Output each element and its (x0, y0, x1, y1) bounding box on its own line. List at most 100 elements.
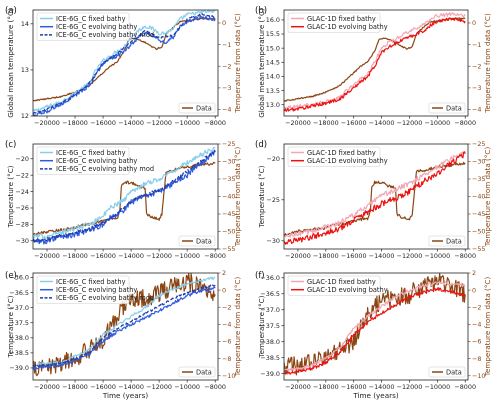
legend-label: GLAC-1D fixed bathy (307, 278, 376, 286)
y-tick-label: −38.0 (260, 338, 280, 346)
y2-axis-label: Temperature from data (°C) (233, 277, 242, 378)
y2-tick-label: −10 (222, 372, 236, 380)
y2-tick-label: −35 (472, 175, 486, 183)
x-tick-label: −16000 (341, 252, 367, 260)
x-tick-label: −12000 (397, 383, 423, 391)
series-line-ice-6g-c-fixed-bathy (33, 146, 216, 240)
y-tick-label: −36.0 (9, 274, 29, 282)
series-group (284, 151, 466, 245)
legend-label-data: Data (446, 368, 462, 376)
y2-tick-label: −2 (472, 62, 481, 70)
y2-axis-label: Temperature from data (°C) (483, 147, 492, 248)
series-line-ice-6g-c-evolving-bathy (33, 15, 216, 116)
x-tick-label: −16000 (90, 119, 116, 127)
y-tick-label: −39.0 (9, 364, 29, 372)
x-tick-label: −8000 (204, 252, 226, 260)
legend-label: GLAC-1D fixed bathy (307, 15, 376, 23)
y2-tick-label: −50 (222, 228, 236, 236)
y2-tick-label: −4 (472, 321, 481, 329)
y-tick-label: 16.0 (266, 16, 280, 24)
axes-frame (32, 9, 219, 117)
y-tick-label: −37.0 (260, 306, 280, 314)
x-tick-label: −18000 (313, 383, 339, 391)
series-line-glac-1d-evolving-bathy (284, 287, 466, 375)
legend-label: ICE-6G_C evolving bathy mod (56, 31, 154, 39)
y-tick-label: −20 (267, 155, 281, 163)
series-line-data (284, 161, 466, 236)
y-tick-label: 14 (21, 20, 29, 28)
x-tick-label: −10000 (424, 383, 450, 391)
y2-tick-label: −4 (222, 321, 231, 329)
y2-tick-label: 0 (472, 286, 476, 294)
y2-tick-label: −40 (222, 193, 236, 201)
panel-e: (e)−20000 −18000 −16000 −14000 −12000 −10000−… (5, 269, 242, 400)
y2-tick-label: −55 (222, 245, 236, 253)
y2-axis-label: Temperature from data (°C) (233, 13, 242, 114)
y-tick-label: −38.5 (260, 354, 280, 362)
panel-c: (c)−20000 −18000 −16000 −14000 −12000 −10000−… (5, 140, 242, 260)
legend-label: GLAC-1D evolving bathy (307, 286, 388, 294)
y2-tick-label: 2 (222, 269, 226, 277)
y2-tick-label: −2 (222, 62, 231, 70)
legend-box (36, 146, 130, 175)
y-tick-label: −37.5 (260, 322, 280, 330)
legend-label: GLAC-1D fixed bathy (307, 149, 376, 157)
panel-f: (f)−20000 −18000 −16000 −14000 −12000 −10000−… (255, 269, 492, 400)
series-line-glac-1d-fixed-bathy (284, 12, 466, 110)
series-line-ice-6g-c-evolving-bathy-mod (33, 13, 216, 114)
panel-letter: (d) (255, 140, 267, 150)
series-line-data (33, 161, 216, 235)
y2-tick-label: 2 (472, 269, 476, 277)
y-tick-label: −38.0 (9, 334, 29, 342)
legend-label-data: Data (196, 237, 212, 245)
legend-label-data: Data (446, 237, 462, 245)
y2-tick-label: −25 (222, 140, 236, 148)
x-tick-label: −20000 (34, 119, 60, 127)
panel-letter: (a) (5, 6, 17, 16)
series-line-ice-6g-c-evolving-bathy-mod (33, 150, 216, 243)
x-axis-label: Time (years) (102, 391, 148, 400)
y-axis-label: Temperature (°C) (6, 165, 15, 228)
y-axis-label: Temperature (°C) (6, 295, 15, 358)
y-tick-label: 13 (21, 66, 29, 74)
y-tick-label: −25 (267, 196, 281, 204)
legend-label: ICE-6G_C evolving bathy (56, 286, 137, 294)
x-tick-label: −10000 (174, 383, 200, 391)
series-group (284, 12, 466, 112)
y2-tick-label: −2 (222, 303, 231, 311)
y-tick-label: −30 (16, 237, 30, 245)
legend-box (287, 12, 381, 33)
y2-tick-label: −4 (222, 106, 231, 114)
x-tick-label: −10000 (174, 252, 200, 260)
series-line-glac-1d-evolving-bathy (284, 151, 466, 245)
y2-tick-label: −6 (222, 338, 231, 346)
y2-axis-label: Temperature from data (°C) (483, 277, 492, 378)
y-tick-label: −36.5 (9, 289, 29, 297)
x-tick-label: −18000 (313, 119, 339, 127)
legend-label: ICE-6G_C fixed bathy (56, 149, 126, 157)
legend-box (36, 12, 130, 41)
axes-frame (32, 272, 219, 381)
y-tick-label: −22 (16, 171, 30, 179)
x-tick-label: −20000 (34, 383, 60, 391)
x-tick-label: −14000 (369, 383, 395, 391)
x-tick-label: −14000 (118, 252, 144, 260)
series-line-ice-6g-c-evolving-bathy (33, 149, 216, 245)
y2-tick-label: −1 (222, 41, 231, 49)
legend-label-data: Data (196, 104, 212, 112)
x-tick-label: −10000 (174, 119, 200, 127)
y-tick-label: 15.0 (266, 44, 280, 52)
y-axis-label: Global mean temperature (°C) (6, 8, 15, 118)
legend-box-data (428, 235, 466, 247)
x-tick-label: −8000 (454, 252, 476, 260)
x-tick-label: −18000 (62, 383, 88, 391)
series-line-glac-1d-fixed-bathy (284, 151, 466, 238)
x-tick-label: −14000 (118, 383, 144, 391)
y-tick-label: −38.5 (9, 349, 29, 357)
y-axis-label: Temperature (°C) (257, 165, 266, 228)
legend-label: ICE-6G_C fixed bathy (56, 15, 126, 23)
y2-axis-label: Temperature from data (°C) (483, 13, 492, 114)
x-tick-label: −20000 (285, 383, 311, 391)
y2-tick-label: −45 (472, 210, 486, 218)
y2-tick-label: −4 (472, 106, 481, 114)
